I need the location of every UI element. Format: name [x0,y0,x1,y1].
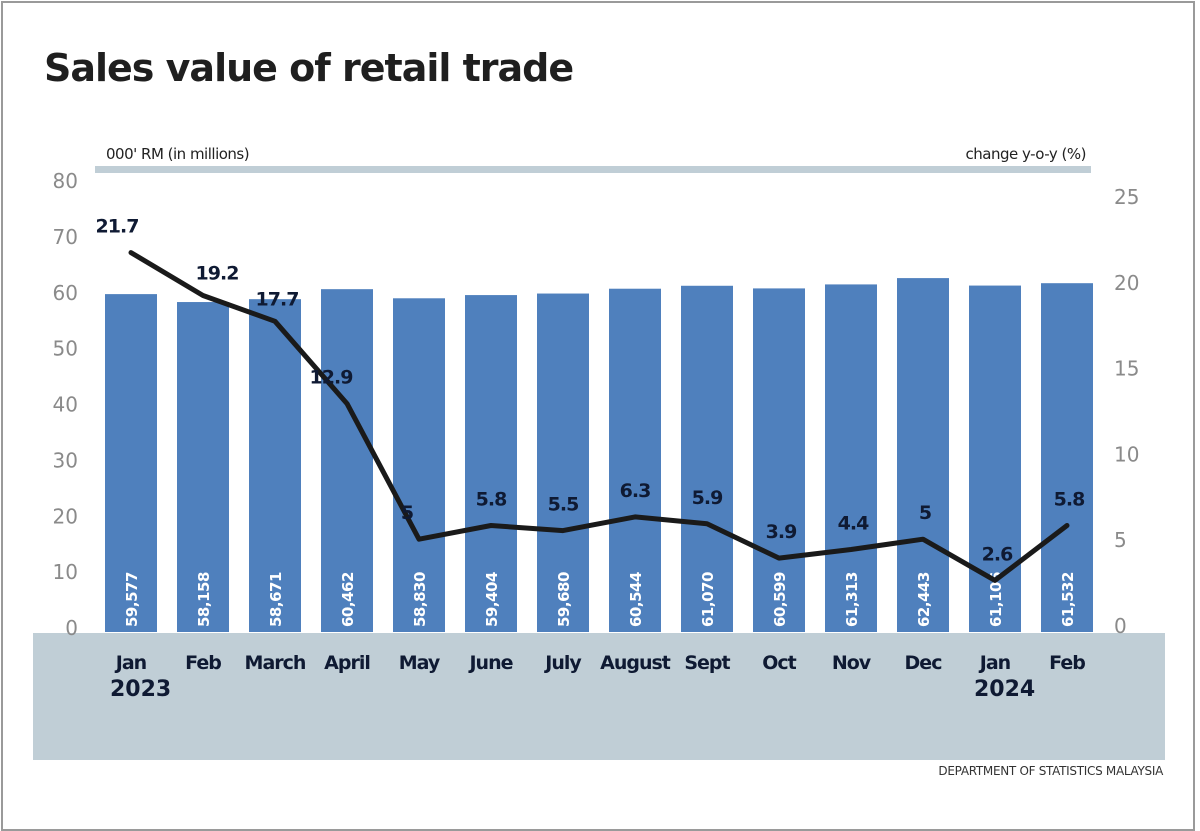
right-tick-label: 0 [1114,614,1127,638]
category-labels: Jan Feb March April May June July August Sept Oct… [114,652,1085,674]
line-value-label: 5.8 [1054,488,1085,510]
line-value-label: 19.2 [196,263,239,285]
bar-value-label: 58,158 [195,572,213,627]
left-tick-label: 50 [53,337,78,361]
right-tick-label: 20 [1114,271,1139,295]
right-axis-label: change y-o-y (%) [966,145,1086,163]
bar-value-label: 59,680 [555,572,573,627]
bar-value-label: 61,070 [699,572,717,627]
category-label: Nov [832,652,872,674]
bar-value-label: 61,532 [1059,572,1077,627]
left-axis-ticks: 0 10 20 30 40 50 60 70 80 [53,169,78,640]
line-value-label: 21.7 [96,216,139,238]
line-value-label: 12.9 [310,367,353,389]
line-value-label: 3.9 [766,521,797,543]
bar-value-label: 59,404 [483,572,501,627]
bar-value-label: 60,544 [627,572,645,627]
right-tick-label: 10 [1114,442,1139,466]
right-tick-label: 15 [1114,357,1139,381]
category-label: Sept [684,652,730,674]
category-label: March [245,652,306,674]
left-tick-label: 60 [53,281,78,305]
category-label: June [467,652,512,674]
line-value-label: 5.5 [548,494,579,516]
category-label: July [543,652,582,674]
bars [105,278,1093,632]
category-label: Feb [185,652,221,674]
left-tick-label: 70 [53,225,78,249]
line-value-label: 6.3 [620,480,651,502]
line-value-label: 2.6 [982,543,1013,565]
left-tick-label: 80 [53,169,78,193]
left-tick-label: 40 [53,393,78,417]
category-label: Dec [905,652,942,674]
bar-value-label: 58,830 [411,572,429,627]
left-tick-label: 10 [53,560,78,584]
line-value-label: 4.4 [838,512,869,534]
bar-value-label: 60,462 [339,572,357,627]
right-tick-label: 5 [1114,528,1127,552]
header-rule [95,166,1091,173]
line-value-label: 5 [919,502,931,524]
category-label: August [600,652,671,674]
left-tick-label: 20 [53,504,78,528]
line-value-label: 5 [401,502,413,524]
right-axis-ticks: 0 5 10 15 20 25 [1114,185,1139,638]
year-label: 2023 [110,677,171,702]
bar-value-label: 58,671 [267,572,285,627]
source-credit: DEPARTMENT OF STATISTICS MALAYSIA [938,764,1163,778]
line-value-label: 5.9 [692,487,723,509]
bar-value-label: 62,443 [915,572,933,627]
category-label: Jan [114,652,147,674]
bar-value-label: 60,599 [771,572,789,627]
line-value-label: 17.7 [256,288,299,310]
left-tick-label: 30 [53,448,78,472]
category-label: Jan [978,652,1011,674]
category-label: Oct [762,652,796,674]
category-label: April [324,652,370,674]
left-axis-label: 000' RM (in millions) [106,145,249,163]
left-tick-label: 0 [65,616,78,640]
right-tick-label: 25 [1114,185,1139,209]
category-label: May [399,652,441,674]
year-label: 2024 [974,677,1035,702]
bar-value-label: 59,577 [123,572,141,627]
category-label: Feb [1049,652,1085,674]
bar-value-label: 61,313 [843,572,861,627]
line-value-label: 5.8 [476,488,507,510]
